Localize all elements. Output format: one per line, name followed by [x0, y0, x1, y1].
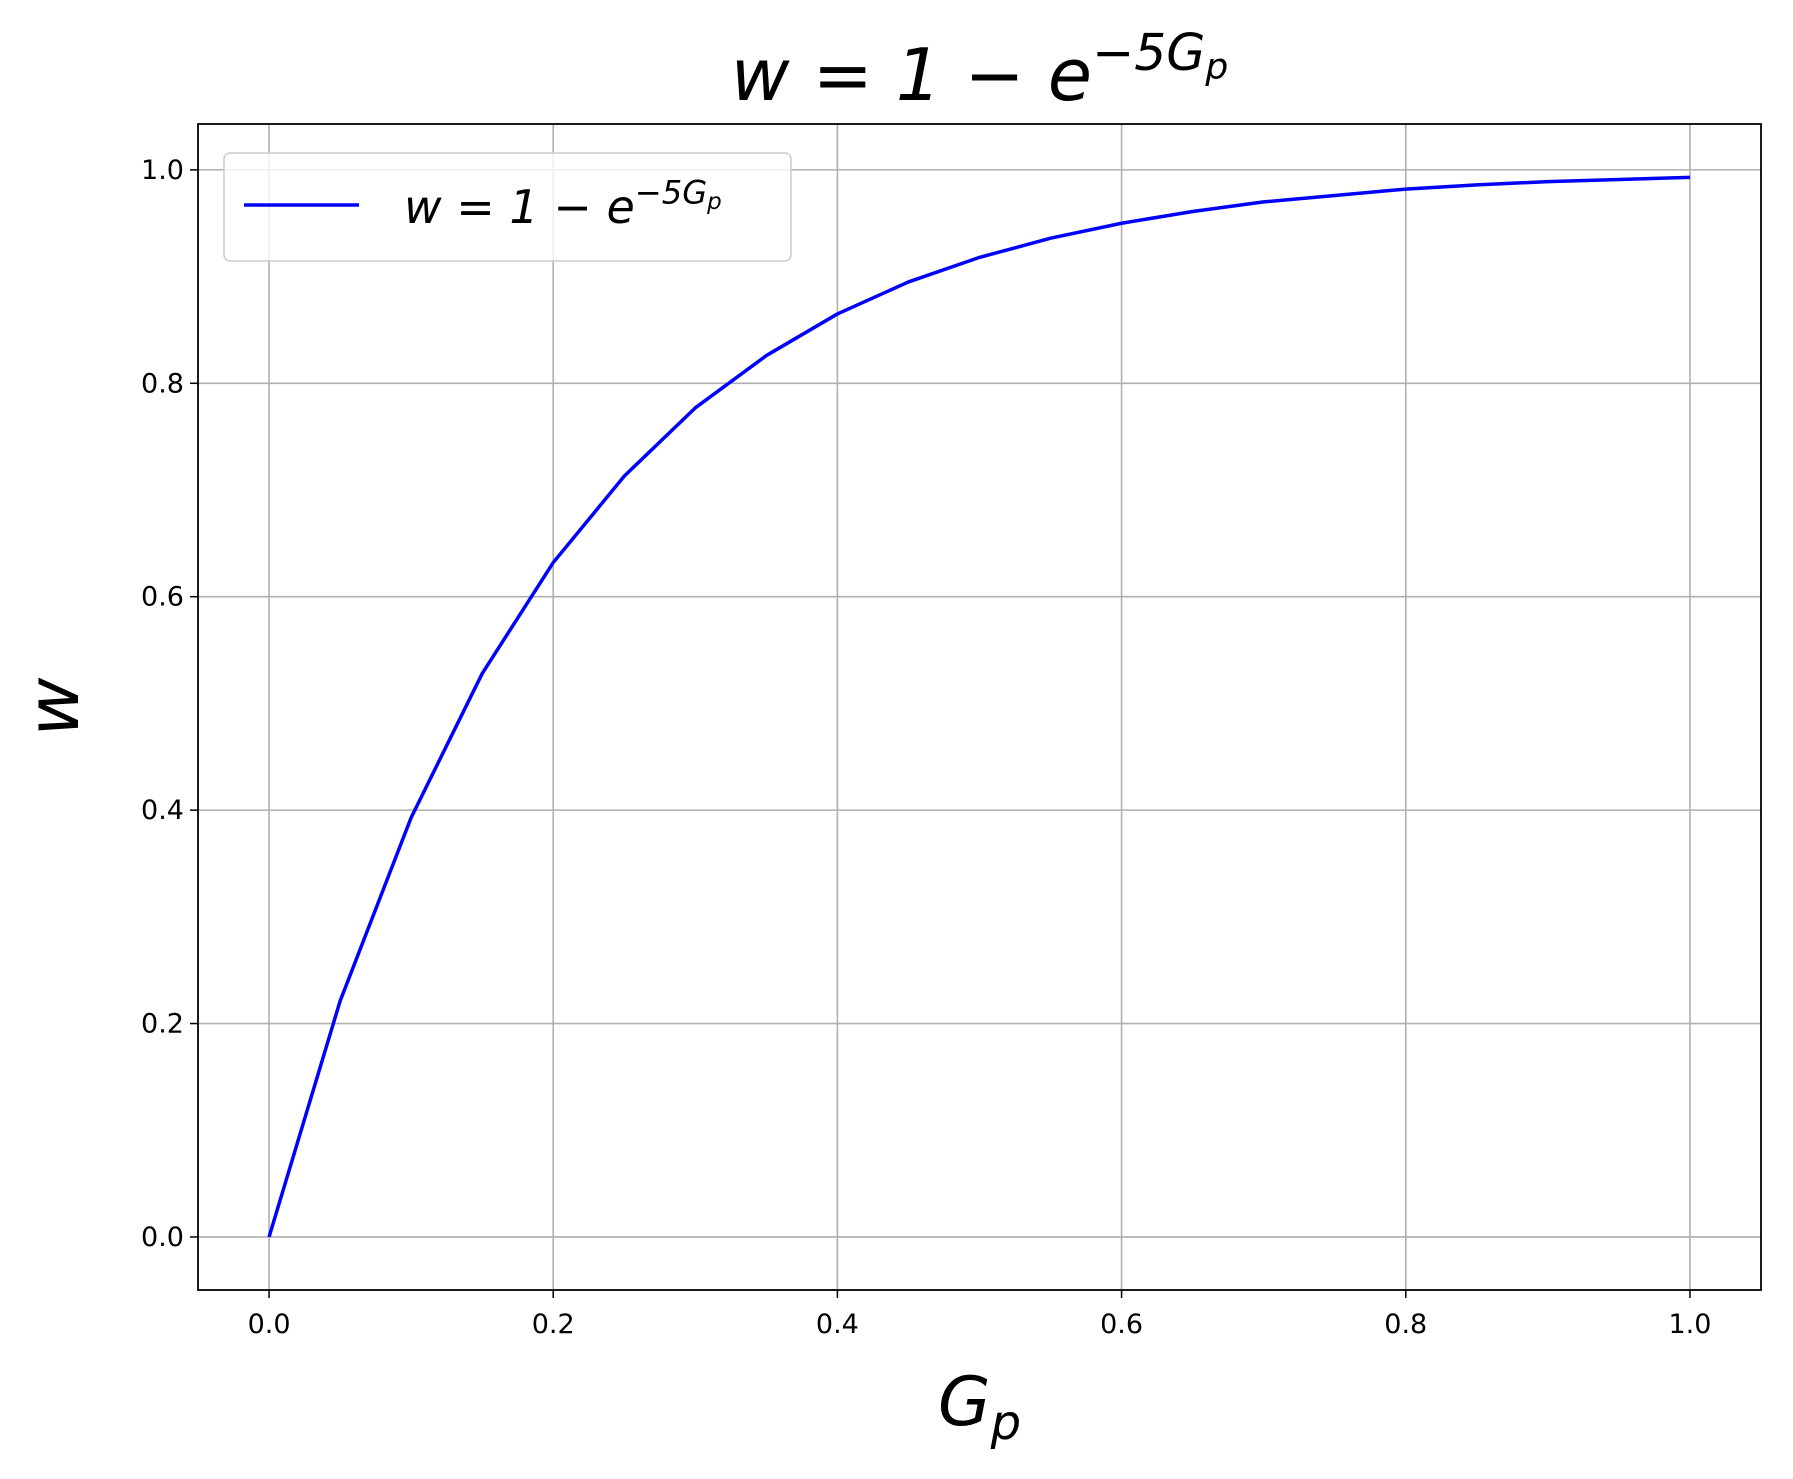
- chart-title: w = 1 − e−5Gp: [731, 23, 1228, 117]
- y-tick-label: 0.2: [141, 1009, 184, 1040]
- chart-title-base: w = 1 − e: [731, 33, 1092, 117]
- x-tick-label: 0.6: [1100, 1309, 1143, 1340]
- legend-label-base: w = 1 − e: [404, 180, 635, 234]
- x-axis-label-sub: p: [990, 1395, 1021, 1451]
- y-axis-label: w: [11, 677, 95, 736]
- legend-label-exp: −5G: [635, 174, 707, 212]
- x-tick-label: 0.4: [816, 1309, 859, 1340]
- data-line: [267, 175, 1691, 1238]
- legend-box: [223, 152, 792, 262]
- y-tick-label: 0.0: [141, 1222, 184, 1253]
- legend-label-sub: p: [706, 189, 722, 215]
- x-tick-label: 0.0: [248, 1309, 291, 1340]
- y-tick-label: 0.6: [141, 582, 184, 613]
- x-tick-label: 1.0: [1668, 1309, 1711, 1340]
- plot-frame: [197, 123, 1762, 1291]
- y-tick-label: 0.8: [141, 368, 184, 399]
- chart-title-exp: −5G: [1092, 23, 1205, 82]
- x-tick-label: 0.2: [532, 1309, 575, 1340]
- chart-title-sub: p: [1204, 46, 1228, 87]
- x-tick-label: 0.8: [1384, 1309, 1427, 1340]
- x-axis-label-base: G: [938, 1363, 991, 1442]
- y-tick-label: 1.0: [141, 155, 184, 186]
- legend-label: w = 1 − e−5Gp: [404, 174, 722, 234]
- x-axis-label: Gp: [938, 1363, 1021, 1451]
- y-tick-label: 0.4: [141, 795, 184, 826]
